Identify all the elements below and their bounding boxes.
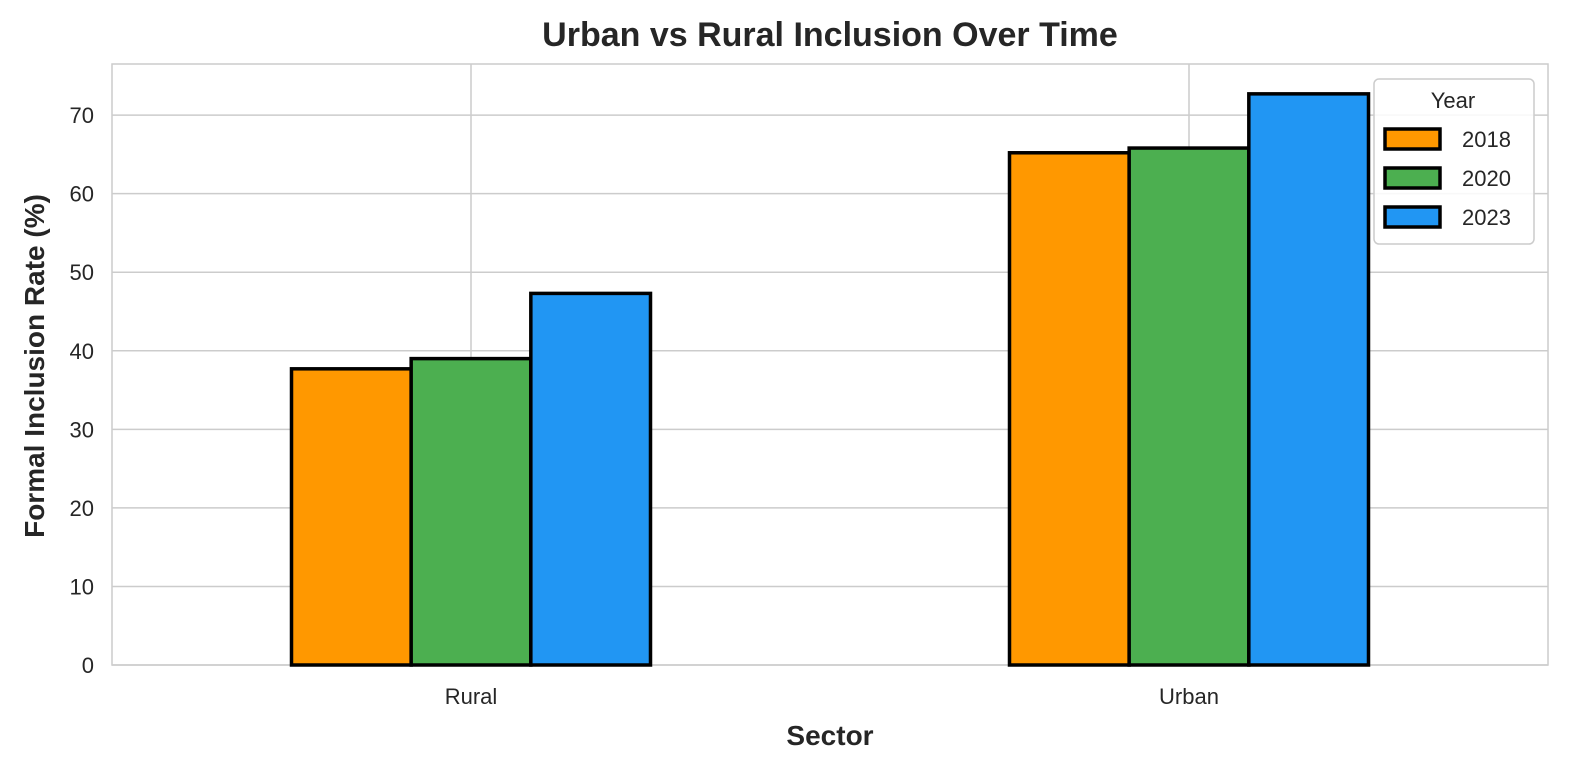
plot-frame [111, 63, 1549, 666]
legend-swatch-2018 [1383, 127, 1442, 151]
bar-urban-2020 [1127, 146, 1251, 667]
y-tick-label: 0 [82, 653, 94, 678]
legend-box [1373, 78, 1535, 245]
legend-title: Year [1431, 88, 1475, 113]
y-axis-label: Formal Inclusion Rate (%) [19, 194, 50, 538]
chart-title: Urban vs Rural Inclusion Over Time [542, 16, 1118, 54]
legend-swatch-2023 [1383, 205, 1442, 229]
y-axis-ticks: 0 10 20 30 40 50 60 70 [70, 103, 94, 678]
legend-items: 2018 2020 2023 [1383, 127, 1511, 230]
legend-label-2023: 2023 [1462, 205, 1511, 230]
bar-rural-2020 [409, 356, 533, 667]
legend-label-2020: 2020 [1462, 166, 1511, 191]
x-axis-ticks: Rural Urban [445, 684, 1219, 709]
x-tick-label: Rural [445, 684, 498, 709]
legend: Year 2018 2020 2023 [1373, 78, 1535, 245]
bar-rural-2023 [529, 291, 653, 667]
bar-urban-2023 [1247, 92, 1371, 667]
y-tick-label: 10 [70, 574, 94, 599]
bar-rural-2018 [289, 367, 413, 667]
y-tick-label: 70 [70, 103, 94, 128]
y-tick-label: 50 [70, 260, 94, 285]
legend-label-2018: 2018 [1462, 127, 1511, 152]
bars-layer [289, 92, 1371, 667]
x-axis-label: Sector [786, 720, 873, 751]
y-tick-label: 20 [70, 496, 94, 521]
y-tick-label: 40 [70, 339, 94, 364]
bar-urban-2018 [1007, 151, 1131, 667]
legend-swatch-2020 [1383, 166, 1442, 190]
y-tick-label: 30 [70, 417, 94, 442]
x-tick-label: Urban [1159, 684, 1219, 709]
y-tick-label: 60 [70, 182, 94, 207]
